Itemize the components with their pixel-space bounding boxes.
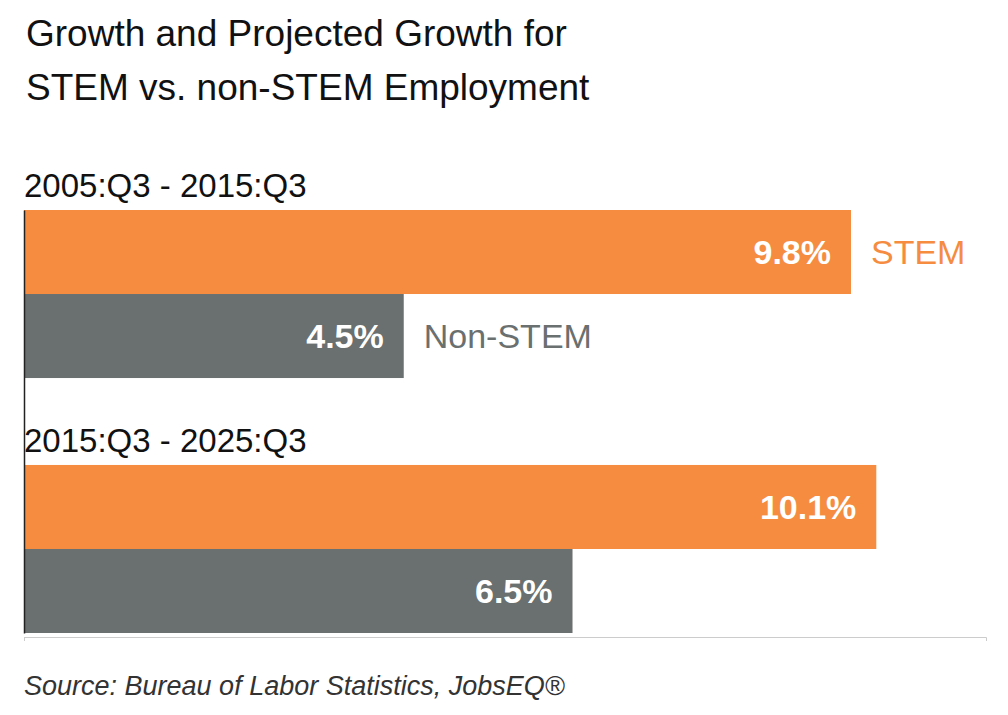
category-label: 2005:Q3 - 2015:Q3 bbox=[24, 167, 307, 204]
data-label: 10.1% bbox=[760, 488, 856, 526]
legend-label: Non-STEM bbox=[424, 317, 592, 355]
bar bbox=[24, 465, 876, 549]
x-axis bbox=[25, 637, 987, 641]
bar bbox=[24, 294, 404, 378]
bar bbox=[24, 210, 851, 294]
category-label: 2015:Q3 - 2025:Q3 bbox=[24, 422, 307, 459]
legend-label: STEM bbox=[871, 233, 965, 271]
source: Source: Bureau of Labor Statistics, Jobs… bbox=[24, 671, 565, 701]
bar bbox=[24, 549, 573, 633]
x-tick bbox=[24, 637, 25, 641]
title: STEM vs. non-STEM Employment bbox=[26, 67, 590, 108]
chart: Growth and Projected Growth for STEM vs. … bbox=[0, 0, 1008, 715]
x-tick-mark bbox=[24, 637, 25, 641]
x-axis-line bbox=[25, 638, 987, 642]
data-labels: 9.8% 4.5% 10.1% 6.5% bbox=[306, 233, 856, 610]
legend: STEM Non-STEM bbox=[424, 233, 966, 355]
data-label: 4.5% bbox=[306, 317, 384, 355]
title: Growth and Projected Growth for bbox=[26, 13, 567, 54]
bars bbox=[24, 210, 876, 633]
data-label: 6.5% bbox=[475, 572, 553, 610]
data-label: 9.8% bbox=[753, 233, 831, 271]
